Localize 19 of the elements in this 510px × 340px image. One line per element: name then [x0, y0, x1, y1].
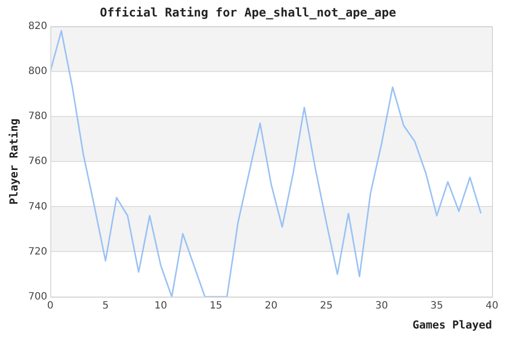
y-tick-label: 700 — [28, 291, 48, 302]
x-tick-label: 20 — [264, 300, 278, 312]
x-tick-label: 5 — [102, 300, 109, 312]
x-tick-label: 15 — [210, 300, 222, 312]
x-tick-label: 40 — [486, 300, 498, 312]
y-tick-label: 820 — [28, 20, 48, 32]
x-axis-title: Games Played — [412, 318, 492, 332]
x-tick-label: 25 — [320, 300, 333, 312]
y-axis-title: Player Rating — [7, 118, 20, 205]
y-tick-label: 720 — [28, 246, 48, 258]
y-tick-label: 740 — [28, 201, 48, 212]
x-tick-label: 30 — [375, 300, 388, 312]
y-tick-label: 760 — [28, 156, 48, 168]
chart-title: Official Rating for Ape_shall_not_ape_ape — [100, 5, 396, 20]
x-tick-label: 0 — [47, 300, 54, 312]
y-tick-label: 800 — [28, 66, 48, 78]
x-tick-label: 10 — [154, 300, 168, 312]
y-tick-label: 780 — [28, 111, 48, 122]
x-tick-label: 35 — [430, 300, 444, 312]
